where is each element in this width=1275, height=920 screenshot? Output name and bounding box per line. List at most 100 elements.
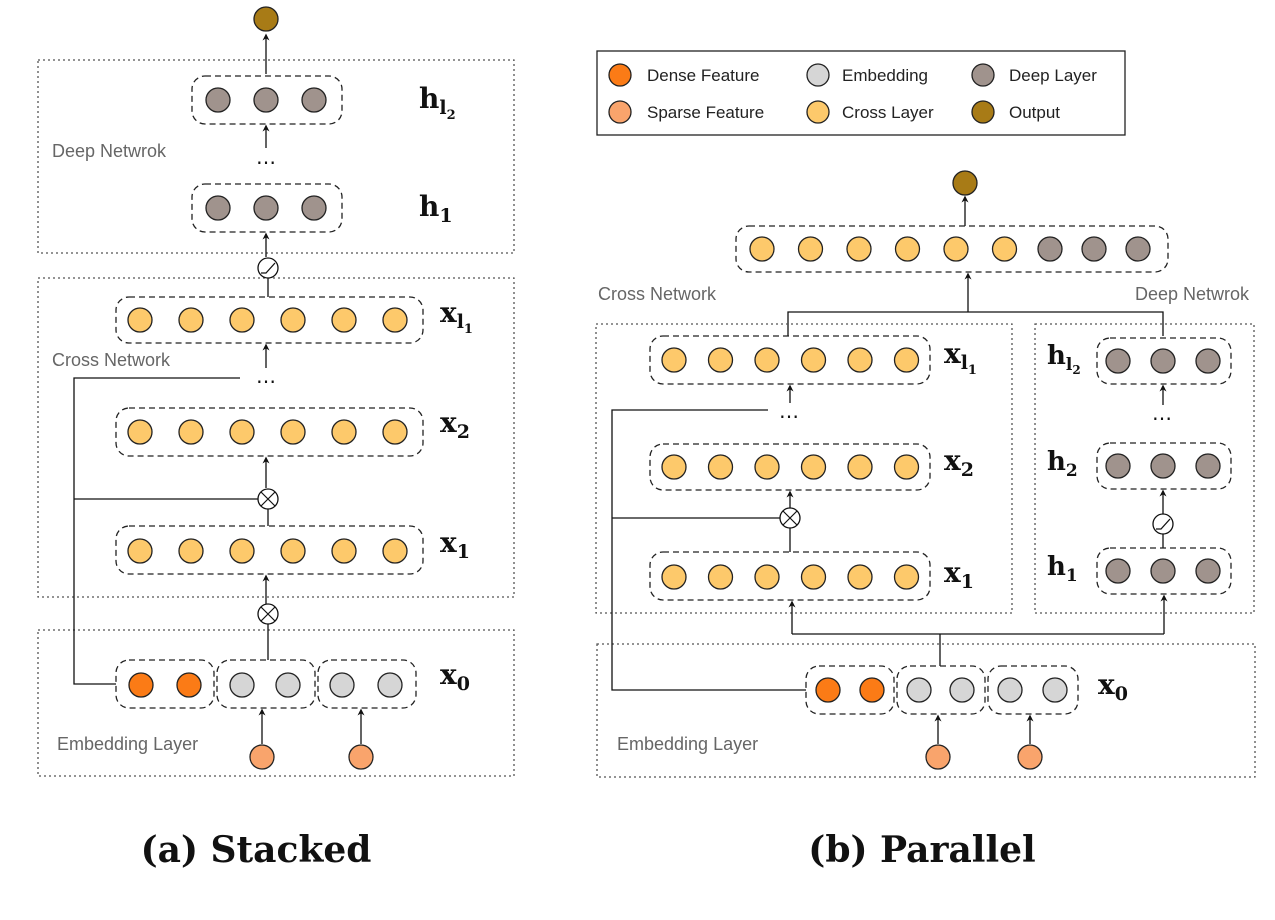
parallel-x-1-layer bbox=[649, 551, 931, 601]
legend-deep-swatch bbox=[971, 63, 995, 87]
cross-layer-node bbox=[280, 307, 306, 333]
parallel-cross-network-region bbox=[595, 323, 1013, 614]
stacked-dense-node bbox=[176, 672, 202, 698]
cross-layer-node bbox=[797, 236, 824, 262]
stacked-deep-network-region bbox=[37, 59, 515, 254]
stacked-embedding-region bbox=[37, 629, 515, 777]
cross-layer-node bbox=[178, 419, 204, 445]
legend: Dense Feature Sparse Feature Embedding C… bbox=[596, 50, 1126, 136]
parallel-embedding-node bbox=[906, 677, 932, 703]
parallel-x-0-label: x0 bbox=[1098, 668, 1128, 705]
stacked-deep-network-label: Deep Netwrok bbox=[52, 141, 167, 161]
cross-layer-node bbox=[280, 419, 306, 445]
parallel-dense-group bbox=[805, 665, 895, 715]
deep-layer-node bbox=[1081, 236, 1107, 262]
cross-layer-node bbox=[707, 347, 734, 373]
stacked-cross-ellipsis: … bbox=[256, 364, 276, 388]
cross-layer-node bbox=[229, 307, 255, 333]
legend-dense-swatch bbox=[608, 63, 632, 87]
cross-layer-node bbox=[893, 564, 920, 590]
cross-layer-node bbox=[893, 454, 920, 480]
stacked-embedding-node bbox=[229, 672, 255, 698]
parallel-x-2-nodes bbox=[661, 454, 920, 480]
parallel-h-l2-label: hl2 bbox=[1047, 341, 1081, 377]
stacked-deep-node bbox=[205, 195, 231, 221]
parallel-combination-deep-nodes bbox=[1037, 236, 1151, 262]
deep-layer-node bbox=[1105, 453, 1131, 479]
stacked-deep-node bbox=[253, 195, 279, 221]
parallel-x-1-label: x1 bbox=[944, 556, 974, 593]
cross-layer-node bbox=[229, 419, 255, 445]
cross-layer-node bbox=[749, 236, 775, 262]
parallel-h-1-label: h1 bbox=[1047, 552, 1078, 586]
cross-layer-node bbox=[800, 347, 827, 373]
stacked-h-l2-label: hl2 bbox=[419, 82, 456, 123]
parallel-x-l1-layer bbox=[649, 335, 931, 385]
parallel-x-1-nodes bbox=[661, 564, 920, 590]
cross-layer-node bbox=[280, 538, 306, 564]
parallel-cross-op-glyph-icon bbox=[782, 510, 798, 526]
parallel-relu-glyph-icon bbox=[1156, 518, 1171, 530]
cross-layer-node bbox=[127, 307, 153, 333]
cross-layer-node bbox=[800, 564, 827, 590]
legend-sparse-swatch bbox=[608, 100, 632, 124]
parallel-cross-network-label: Cross Network bbox=[598, 284, 717, 304]
stacked-embedding-node bbox=[329, 672, 355, 698]
parallel-embedding-layer-label: Embedding Layer bbox=[617, 734, 758, 754]
parallel-h-1-nodes bbox=[1105, 558, 1221, 584]
legend-embedding-label: Embedding bbox=[842, 66, 928, 85]
cross-layer-node bbox=[382, 538, 408, 564]
cross-layer-node bbox=[661, 347, 687, 373]
legend-output-label: Output bbox=[1009, 103, 1060, 122]
stacked-deep-node bbox=[301, 87, 327, 113]
stacked-output-node bbox=[253, 6, 279, 32]
parallel-embedding-group bbox=[896, 665, 986, 715]
stacked-dense-group bbox=[115, 659, 215, 709]
parallel-x-2-layer bbox=[649, 443, 931, 491]
stacked-cross-op-glyph-icon bbox=[260, 606, 276, 622]
stacked-deep-node bbox=[205, 87, 231, 113]
stacked-cross-op-glyph-icon bbox=[260, 491, 276, 507]
stacked-sparse-node bbox=[348, 744, 374, 770]
stacked-dense-node bbox=[128, 672, 154, 698]
parallel-x-2-label: x2 bbox=[944, 444, 974, 481]
cross-layer-node bbox=[229, 538, 255, 564]
stacked-x-0-label: x0 bbox=[440, 658, 470, 695]
legend-deep-label: Deep Layer bbox=[1009, 66, 1097, 85]
stacked-x-l1-label: xl1 bbox=[440, 296, 473, 337]
parallel-deep-ellipsis: … bbox=[1152, 401, 1172, 425]
stacked-deep-node bbox=[301, 195, 327, 221]
cross-layer-node bbox=[127, 419, 153, 445]
parallel-h-l2-nodes bbox=[1105, 348, 1221, 374]
deep-layer-node bbox=[1037, 236, 1063, 262]
stacked-x-1-layer bbox=[115, 525, 424, 575]
cross-layer-node bbox=[754, 564, 780, 590]
cross-layer-node bbox=[707, 564, 734, 590]
stacked-x-2-layer bbox=[115, 407, 424, 457]
legend-dense-label: Dense Feature bbox=[647, 66, 759, 85]
parallel-x-l1-label: xl1 bbox=[944, 337, 977, 378]
deep-layer-node bbox=[1150, 558, 1176, 584]
cross-layer-node bbox=[382, 307, 408, 333]
parallel-deep-network-label: Deep Netwrok bbox=[1135, 284, 1250, 304]
cross-layer-node bbox=[754, 454, 780, 480]
stacked-embedding-node bbox=[377, 672, 403, 698]
cross-layer-node bbox=[894, 236, 921, 262]
legend-output-swatch bbox=[971, 100, 995, 124]
cross-layer-node bbox=[846, 236, 872, 262]
parallel-combination-layer bbox=[735, 225, 1169, 273]
cross-layer-node bbox=[382, 419, 408, 445]
cross-layer-node bbox=[707, 454, 734, 480]
parallel-h-1-layer bbox=[1096, 547, 1232, 595]
parallel-h-2-nodes bbox=[1105, 453, 1221, 479]
stacked-panel: Deep Netwrok Cross Network Embedding Lay… bbox=[37, 6, 515, 871]
parallel-h-l2-layer bbox=[1096, 337, 1232, 385]
cross-layer-node bbox=[178, 307, 204, 333]
parallel-caption: (b) Parallel bbox=[808, 829, 1035, 871]
parallel-output-node bbox=[952, 170, 978, 196]
cross-layer-node bbox=[943, 236, 969, 262]
stacked-embedding-layer-label: Embedding Layer bbox=[57, 734, 198, 754]
deep-layer-node bbox=[1150, 453, 1176, 479]
legend-sparse-label: Sparse Feature bbox=[647, 103, 764, 122]
